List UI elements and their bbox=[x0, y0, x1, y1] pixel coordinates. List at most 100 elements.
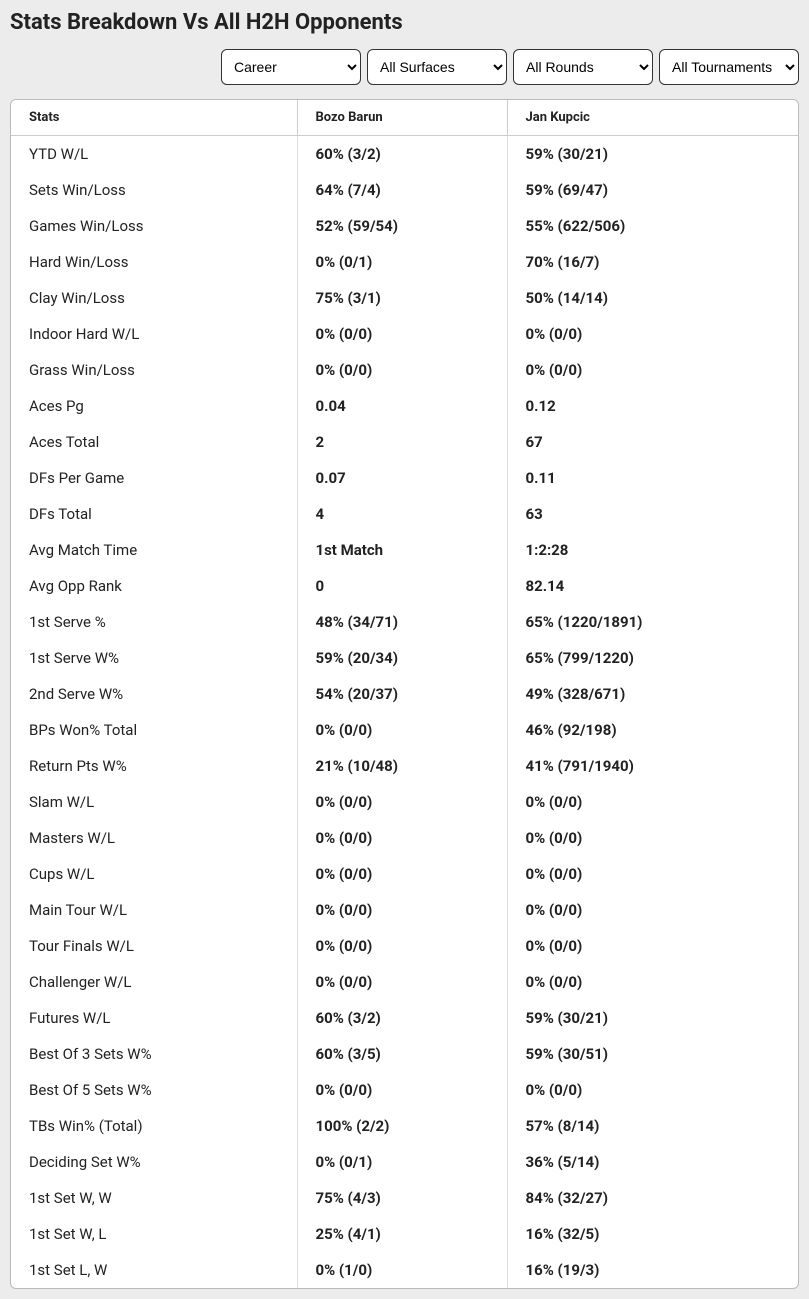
player2-value: 82.14 bbox=[507, 568, 798, 604]
stats-table-container: Stats Bozo Barun Jan Kupcic YTD W/L60% (… bbox=[10, 99, 799, 1289]
stat-label: 2nd Serve W% bbox=[11, 676, 297, 712]
stat-label: Cups W/L bbox=[11, 856, 297, 892]
stat-label: Main Tour W/L bbox=[11, 892, 297, 928]
table-row: Masters W/L0% (0/0)0% (0/0) bbox=[11, 820, 798, 856]
stat-label: Challenger W/L bbox=[11, 964, 297, 1000]
player2-value: 70% (16/7) bbox=[507, 244, 798, 280]
stat-label: Best Of 3 Sets W% bbox=[11, 1036, 297, 1072]
stat-label: Return Pts W% bbox=[11, 748, 297, 784]
table-row: 1st Serve W%59% (20/34)65% (799/1220) bbox=[11, 640, 798, 676]
stat-label: Aces Total bbox=[11, 424, 297, 460]
player2-value: 50% (14/14) bbox=[507, 280, 798, 316]
player2-value: 0% (0/0) bbox=[507, 784, 798, 820]
stat-label: Sets Win/Loss bbox=[11, 172, 297, 208]
player2-value: 0.12 bbox=[507, 388, 798, 424]
stat-label: 1st Set W, L bbox=[11, 1216, 297, 1252]
player2-value: 41% (791/1940) bbox=[507, 748, 798, 784]
table-row: 1st Set W, L25% (4/1)16% (32/5) bbox=[11, 1216, 798, 1252]
player2-value: 59% (69/47) bbox=[507, 172, 798, 208]
player1-value: 0% (0/0) bbox=[297, 928, 507, 964]
player2-value: 0% (0/0) bbox=[507, 892, 798, 928]
table-row: 1st Set L, W0% (1/0)16% (19/3) bbox=[11, 1252, 798, 1288]
filter-surface-select[interactable]: All Surfaces bbox=[367, 49, 507, 85]
table-row: Aces Pg0.040.12 bbox=[11, 388, 798, 424]
filter-round-select[interactable]: All Rounds bbox=[513, 49, 653, 85]
player1-value: 64% (7/4) bbox=[297, 172, 507, 208]
stat-label: BPs Won% Total bbox=[11, 712, 297, 748]
stat-label: Masters W/L bbox=[11, 820, 297, 856]
player1-value: 60% (3/5) bbox=[297, 1036, 507, 1072]
player1-value: 0% (0/0) bbox=[297, 856, 507, 892]
table-row: Cups W/L0% (0/0)0% (0/0) bbox=[11, 856, 798, 892]
stat-label: 1st Set W, W bbox=[11, 1180, 297, 1216]
table-row: DFs Total463 bbox=[11, 496, 798, 532]
table-header-row: Stats Bozo Barun Jan Kupcic bbox=[11, 100, 798, 136]
table-row: TBs Win% (Total)100% (2/2)57% (8/14) bbox=[11, 1108, 798, 1144]
table-row: Challenger W/L0% (0/0)0% (0/0) bbox=[11, 964, 798, 1000]
table-row: DFs Per Game0.070.11 bbox=[11, 460, 798, 496]
player1-value: 0 bbox=[297, 568, 507, 604]
player2-value: 65% (1220/1891) bbox=[507, 604, 798, 640]
stat-label: DFs Total bbox=[11, 496, 297, 532]
player1-value: 60% (3/2) bbox=[297, 1000, 507, 1036]
filter-tournament-select[interactable]: All Tournaments bbox=[659, 49, 799, 85]
player2-value: 59% (30/21) bbox=[507, 1000, 798, 1036]
player1-value: 75% (4/3) bbox=[297, 1180, 507, 1216]
stats-table: Stats Bozo Barun Jan Kupcic YTD W/L60% (… bbox=[11, 100, 798, 1288]
stat-label: Indoor Hard W/L bbox=[11, 316, 297, 352]
col-header-stats: Stats bbox=[11, 100, 297, 136]
player1-value: 100% (2/2) bbox=[297, 1108, 507, 1144]
player1-value: 0% (0/0) bbox=[297, 964, 507, 1000]
stat-label: Avg Match Time bbox=[11, 532, 297, 568]
player2-value: 0.11 bbox=[507, 460, 798, 496]
player1-value: 0% (0/0) bbox=[297, 316, 507, 352]
stat-label: 1st Set L, W bbox=[11, 1252, 297, 1288]
player2-value: 84% (32/27) bbox=[507, 1180, 798, 1216]
stat-label: Games Win/Loss bbox=[11, 208, 297, 244]
player2-value: 57% (8/14) bbox=[507, 1108, 798, 1144]
player2-value: 16% (32/5) bbox=[507, 1216, 798, 1252]
stat-label: 1st Serve % bbox=[11, 604, 297, 640]
player2-value: 0% (0/0) bbox=[507, 316, 798, 352]
stat-label: Avg Opp Rank bbox=[11, 568, 297, 604]
stat-label: Tour Finals W/L bbox=[11, 928, 297, 964]
table-row: Main Tour W/L0% (0/0)0% (0/0) bbox=[11, 892, 798, 928]
table-row: Grass Win/Loss0% (0/0)0% (0/0) bbox=[11, 352, 798, 388]
col-header-player2: Jan Kupcic bbox=[507, 100, 798, 136]
player1-value: 60% (3/2) bbox=[297, 136, 507, 173]
player1-value: 54% (20/37) bbox=[297, 676, 507, 712]
table-row: Avg Match Time1st Match1:2:28 bbox=[11, 532, 798, 568]
player1-value: 0% (0/0) bbox=[297, 820, 507, 856]
player2-value: 59% (30/51) bbox=[507, 1036, 798, 1072]
player2-value: 67 bbox=[507, 424, 798, 460]
stat-label: Clay Win/Loss bbox=[11, 280, 297, 316]
stat-label: Hard Win/Loss bbox=[11, 244, 297, 280]
table-row: Tour Finals W/L0% (0/0)0% (0/0) bbox=[11, 928, 798, 964]
table-row: 1st Set W, W75% (4/3)84% (32/27) bbox=[11, 1180, 798, 1216]
filter-time-select[interactable]: Career bbox=[221, 49, 361, 85]
player1-value: 4 bbox=[297, 496, 507, 532]
page-title: Stats Breakdown Vs All H2H Opponents bbox=[10, 10, 799, 35]
player1-value: 0% (0/0) bbox=[297, 352, 507, 388]
player2-value: 59% (30/21) bbox=[507, 136, 798, 173]
table-row: Return Pts W%21% (10/48)41% (791/1940) bbox=[11, 748, 798, 784]
table-row: Indoor Hard W/L0% (0/0)0% (0/0) bbox=[11, 316, 798, 352]
player1-value: 0% (0/1) bbox=[297, 1144, 507, 1180]
player1-value: 0.07 bbox=[297, 460, 507, 496]
table-row: Best Of 5 Sets W%0% (0/0)0% (0/0) bbox=[11, 1072, 798, 1108]
player1-value: 0% (0/0) bbox=[297, 892, 507, 928]
stat-label: Aces Pg bbox=[11, 388, 297, 424]
stat-label: TBs Win% (Total) bbox=[11, 1108, 297, 1144]
player1-value: 59% (20/34) bbox=[297, 640, 507, 676]
player1-value: 0% (0/1) bbox=[297, 244, 507, 280]
table-row: Slam W/L0% (0/0)0% (0/0) bbox=[11, 784, 798, 820]
col-header-player1: Bozo Barun bbox=[297, 100, 507, 136]
stat-label: Slam W/L bbox=[11, 784, 297, 820]
stat-label: 1st Serve W% bbox=[11, 640, 297, 676]
player1-value: 0.04 bbox=[297, 388, 507, 424]
table-row: Aces Total267 bbox=[11, 424, 798, 460]
player1-value: 75% (3/1) bbox=[297, 280, 507, 316]
player2-value: 0% (0/0) bbox=[507, 856, 798, 892]
table-row: 1st Serve %48% (34/71)65% (1220/1891) bbox=[11, 604, 798, 640]
table-row: Best Of 3 Sets W%60% (3/5)59% (30/51) bbox=[11, 1036, 798, 1072]
